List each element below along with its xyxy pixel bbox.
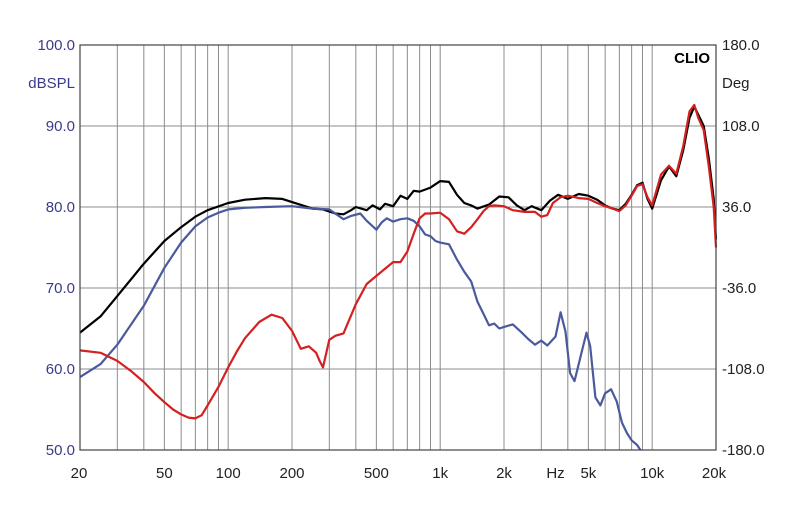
series-line-2 — [79, 205, 642, 451]
x-axis-ticks: 20 50 100 200 500 1k 2k 5k 10k 20k Hz — [71, 465, 727, 482]
right-axis-label: Deg — [722, 75, 750, 92]
x-tick-label: 100 — [216, 465, 241, 482]
right-axis-ticks: 180.0 108.0 36.0 -36.0 -108.0 -180.0 — [722, 37, 765, 459]
left-tick-label: 60.0 — [46, 361, 75, 378]
left-axis-ticks: 100.0 90.0 80.0 70.0 60.0 50.0 — [37, 37, 75, 459]
left-axis-label: dBSPL — [28, 75, 75, 92]
x-tick-label: 50 — [156, 465, 173, 482]
left-tick-label: 70.0 — [46, 280, 75, 297]
x-tick-label: 20 — [71, 465, 88, 482]
right-tick-label: -108.0 — [722, 361, 765, 378]
left-tick-label: 80.0 — [46, 199, 75, 216]
brand-label: CLIO — [674, 50, 710, 67]
x-tick-label: 10k — [640, 465, 665, 482]
right-tick-label: 108.0 — [722, 118, 760, 135]
plot-background — [80, 45, 716, 450]
x-axis-unit-label: Hz — [546, 465, 564, 482]
left-tick-label: 100.0 — [37, 37, 75, 54]
series-line-3 — [79, 103, 718, 420]
right-tick-label: -36.0 — [722, 280, 756, 297]
plot-outline — [79, 44, 717, 451]
series-line-1 — [79, 105, 718, 334]
x-tick-label: 5k — [580, 465, 596, 482]
right-tick-label: 36.0 — [722, 199, 751, 216]
x-tick-label: 500 — [364, 465, 389, 482]
plot-frame — [80, 45, 716, 450]
left-tick-label: 90.0 — [46, 118, 75, 135]
series-layer — [79, 103, 718, 451]
plot-border — [79, 44, 717, 451]
x-tick-label: 200 — [279, 465, 304, 482]
left-tick-label: 50.0 — [46, 442, 75, 459]
x-tick-label: 20k — [702, 465, 727, 482]
x-tick-label: 1k — [432, 465, 448, 482]
right-tick-label: -180.0 — [722, 442, 765, 459]
x-tick-label: 2k — [496, 465, 512, 482]
chart-grid — [80, 45, 716, 450]
right-tick-label: 180.0 — [722, 37, 760, 54]
